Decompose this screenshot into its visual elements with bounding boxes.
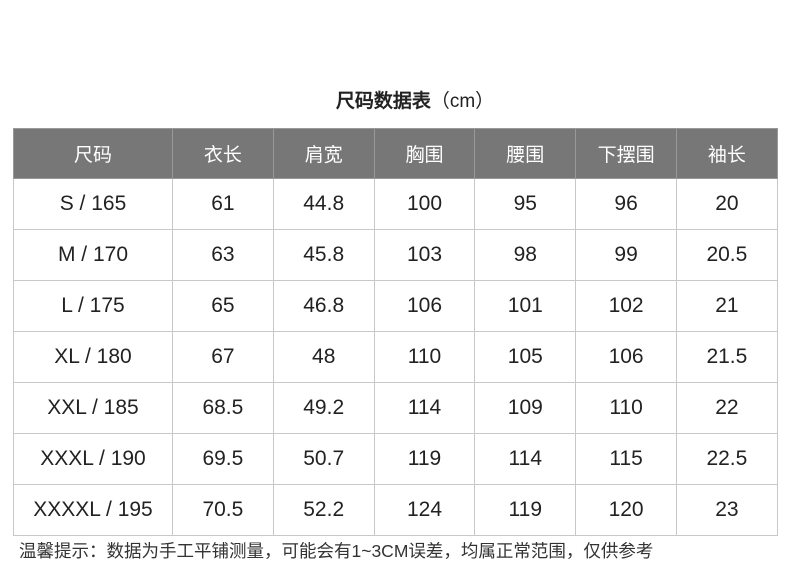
size-cell: XXXXL / 195 [13,484,173,536]
value-cell: 67 [172,331,274,383]
value-cell: 48 [272,331,375,383]
value-cell: 61 [172,178,274,230]
value-cell: 102 [575,280,677,332]
table-row: XL / 180 67 48 110 105 106 21.5 [13,331,778,383]
value-cell: 114 [373,382,476,434]
table-row: XXXXL / 195 70.5 52.2 124 119 120 23 [13,484,778,536]
value-cell: 98 [474,229,577,281]
table-row: XXXL / 190 69.5 50.7 119 114 115 22.5 [13,433,778,485]
value-cell: 124 [373,484,476,536]
value-cell: 120 [575,484,677,536]
value-cell: 50.7 [272,433,375,485]
column-header: 胸围 [373,128,476,179]
value-cell: 114 [474,433,577,485]
value-cell: 20.5 [675,229,778,281]
value-cell: 68.5 [172,382,274,434]
value-cell: 110 [373,331,476,383]
table-row: M / 170 63 45.8 103 98 99 20.5 [13,229,778,281]
size-cell: XXXL / 190 [13,433,173,485]
column-header: 腰围 [474,128,577,179]
value-cell: 65 [172,280,274,332]
table-row: S / 165 61 44.8 100 95 96 20 [13,178,778,230]
value-cell: 21.5 [675,331,778,383]
value-cell: 95 [474,178,577,230]
table-row: L / 175 65 46.8 106 101 102 21 [13,280,778,332]
value-cell: 49.2 [272,382,375,434]
value-cell: 23 [675,484,778,536]
table-title: 尺码数据表（cm） [0,86,790,113]
value-cell: 110 [575,382,677,434]
value-cell: 106 [575,331,677,383]
value-cell: 22 [675,382,778,434]
value-cell: 105 [474,331,577,383]
column-header: 下摆围 [575,128,677,179]
size-cell: L / 175 [13,280,173,332]
value-cell: 99 [575,229,677,281]
size-table: 尺码 衣长 肩宽 胸围 腰围 下摆围 袖长 S / 165 61 44.8 100 95 96 20 M … [13,128,778,536]
value-cell: 119 [373,433,476,485]
size-cell: S / 165 [13,178,173,230]
column-header: 袖长 [675,128,778,179]
value-cell: 21 [675,280,778,332]
title-unit: （cm） [430,91,495,112]
size-cell: XL / 180 [13,331,173,383]
value-cell: 106 [373,280,476,332]
value-cell: 115 [575,433,677,485]
value-cell: 20 [675,178,778,230]
value-cell: 46.8 [272,280,375,332]
size-cell: XXL / 185 [13,382,173,434]
value-cell: 22.5 [675,433,778,485]
size-cell: M / 170 [13,229,173,281]
value-cell: 119 [474,484,577,536]
value-cell: 63 [172,229,274,281]
value-cell: 52.2 [272,484,375,536]
value-cell: 69.5 [172,433,274,485]
value-cell: 103 [373,229,476,281]
column-header: 衣长 [172,128,274,179]
value-cell: 96 [575,178,677,230]
table-row: XXL / 185 68.5 49.2 114 109 110 22 [13,382,778,434]
value-cell: 101 [474,280,577,332]
value-cell: 109 [474,382,577,434]
value-cell: 44.8 [272,178,375,230]
title-text: 尺码数据表 [335,91,431,112]
measurement-note: 温馨提示：数据为手工平铺测量，可能会有1~3CM误差，均属正常范围，仅供参考 [19,541,654,561]
header-row: 尺码 衣长 肩宽 胸围 腰围 下摆围 袖长 [13,128,778,179]
column-header: 尺码 [13,128,173,179]
value-cell: 100 [373,178,476,230]
value-cell: 70.5 [172,484,274,536]
value-cell: 45.8 [272,229,375,281]
column-header: 肩宽 [272,128,375,179]
